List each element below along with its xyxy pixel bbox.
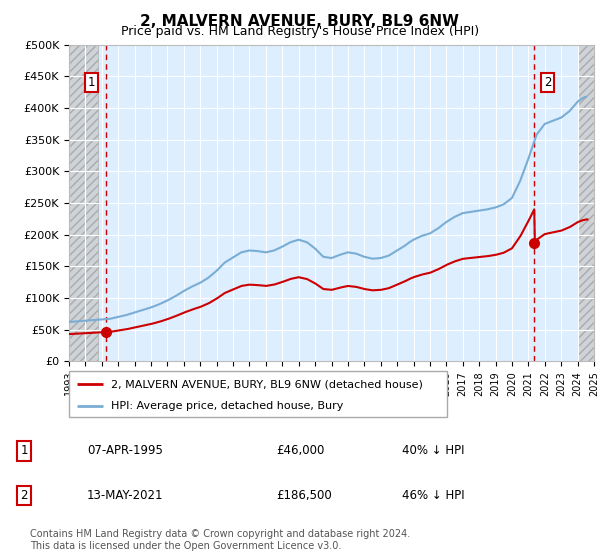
FancyBboxPatch shape xyxy=(69,371,447,417)
Text: 07-APR-1995: 07-APR-1995 xyxy=(87,444,163,458)
Text: 1: 1 xyxy=(88,76,95,89)
Text: 40% ↓ HPI: 40% ↓ HPI xyxy=(402,444,464,458)
Text: 1: 1 xyxy=(20,444,28,458)
Bar xyxy=(69,45,98,361)
Text: Price paid vs. HM Land Registry's House Price Index (HPI): Price paid vs. HM Land Registry's House … xyxy=(121,25,479,38)
Text: 46% ↓ HPI: 46% ↓ HPI xyxy=(402,489,464,502)
Text: 2: 2 xyxy=(544,76,551,89)
Bar xyxy=(578,45,594,361)
Bar xyxy=(69,45,98,361)
Text: 2, MALVERN AVENUE, BURY, BL9 6NW (detached house): 2, MALVERN AVENUE, BURY, BL9 6NW (detach… xyxy=(110,379,422,389)
Text: £46,000: £46,000 xyxy=(276,444,325,458)
Text: £186,500: £186,500 xyxy=(276,489,332,502)
Text: 2, MALVERN AVENUE, BURY, BL9 6NW: 2, MALVERN AVENUE, BURY, BL9 6NW xyxy=(140,14,460,29)
Bar xyxy=(578,45,594,361)
Text: 13-MAY-2021: 13-MAY-2021 xyxy=(87,489,163,502)
Text: 2: 2 xyxy=(20,489,28,502)
Text: Contains HM Land Registry data © Crown copyright and database right 2024.
This d: Contains HM Land Registry data © Crown c… xyxy=(30,529,410,551)
Text: HPI: Average price, detached house, Bury: HPI: Average price, detached house, Bury xyxy=(110,401,343,410)
